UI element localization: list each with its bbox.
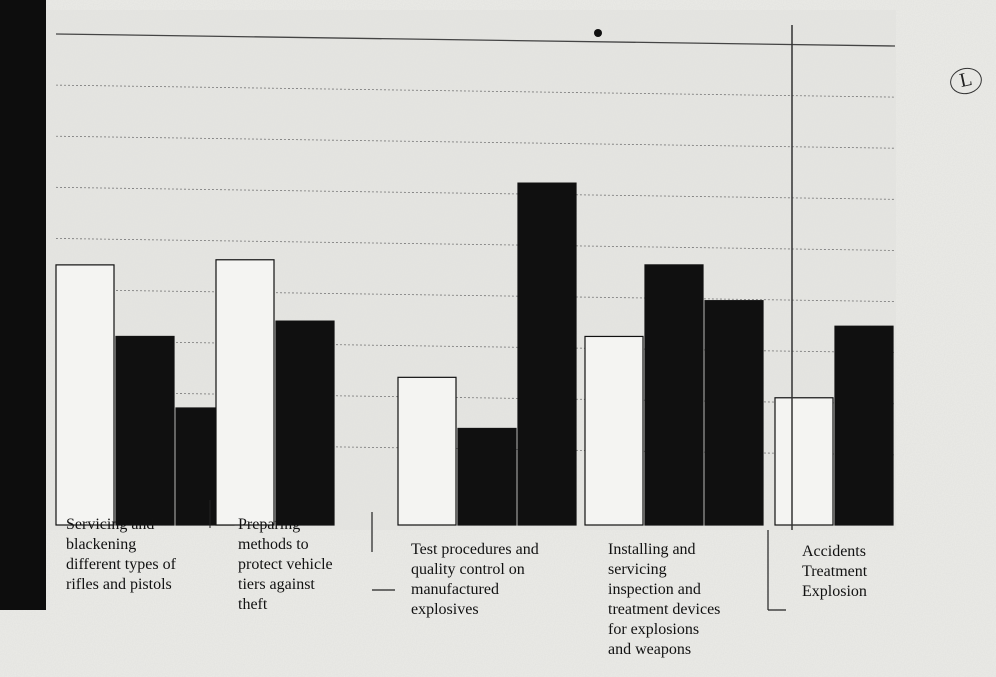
- plot-frame: [209, 25, 793, 611]
- bar: [517, 182, 577, 526]
- category-label-4: Installing and servicing inspection and …: [608, 541, 721, 658]
- bar: [457, 427, 517, 526]
- category-label-1: Servicing and blackening different types…: [66, 516, 176, 593]
- bar: [275, 320, 335, 526]
- bar: [704, 300, 764, 526]
- category-label-5: Accidents Treatment Explosion: [802, 543, 868, 600]
- bar: [397, 376, 457, 526]
- bar: [644, 264, 704, 526]
- bar: [55, 264, 115, 526]
- category-label-2: Preparing methods to protect vehicle tie…: [238, 516, 333, 613]
- bars: [55, 182, 894, 526]
- gridline: [55, 33, 896, 47]
- bar: [115, 335, 175, 526]
- category-label-3: Test procedures and quality control on m…: [411, 541, 539, 618]
- scan-left-edge: [0, 0, 46, 610]
- bar: [834, 325, 894, 526]
- bar: [584, 335, 644, 526]
- bar: [215, 259, 275, 526]
- gridlines: [55, 33, 896, 456]
- bar: [774, 397, 834, 526]
